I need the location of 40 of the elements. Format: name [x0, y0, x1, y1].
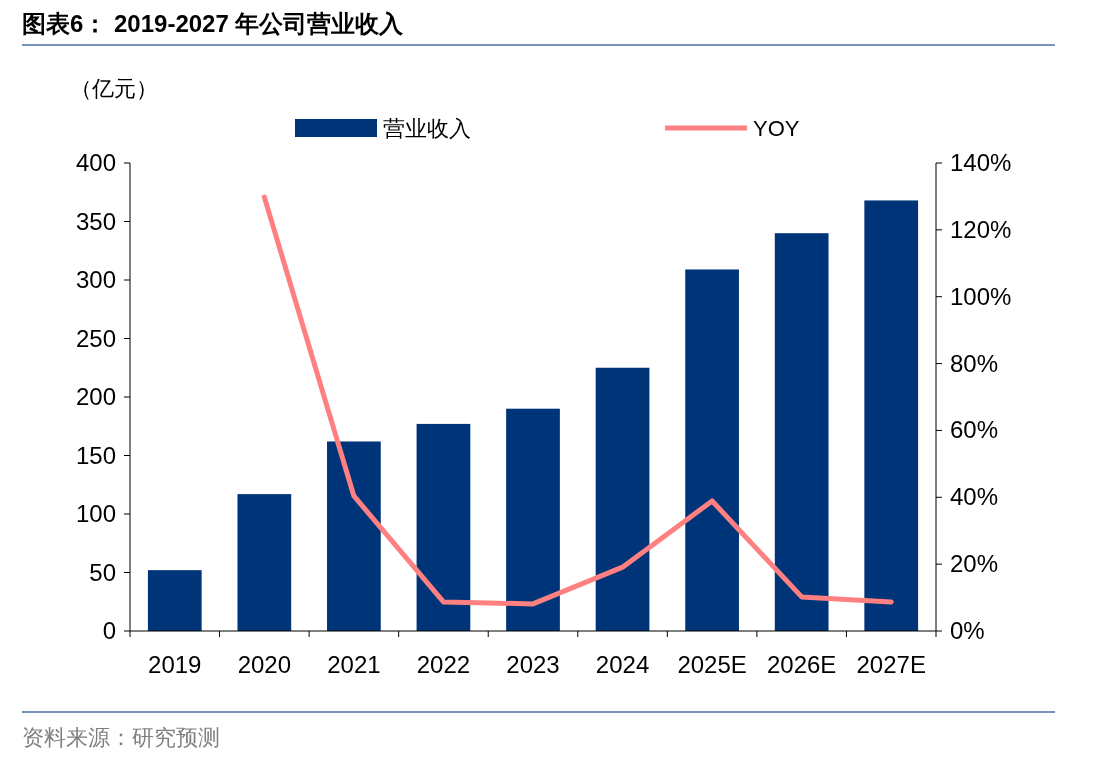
y2-tick-label: 40% [950, 483, 999, 511]
y2-tick-label: 120% [950, 215, 1012, 243]
x-tick-label: 2024 [595, 651, 650, 678]
y-tick-label: 300 [75, 266, 116, 293]
y-axis-title: （亿元） [70, 76, 158, 101]
bar [774, 233, 829, 631]
y2-tick-label: 20% [950, 550, 999, 578]
text: 资料来源：研究预测 [22, 725, 220, 750]
y-tick-label: 250 [75, 324, 116, 352]
y-tick-label: 100 [75, 500, 116, 527]
bar [237, 494, 292, 631]
bar [864, 200, 919, 631]
x-tick-label: 2023 [506, 651, 560, 678]
y2-tick-label: 140% [950, 149, 1012, 176]
bar [685, 269, 739, 631]
y-tick-label: 350 [75, 207, 116, 235]
x-tick-label: 2021 [327, 651, 381, 678]
legend-label: 营业收入 [383, 116, 471, 141]
chart-title: 图表6： 2019-2027 年公司营业收入 [22, 10, 405, 37]
y2-tick-label: 80% [950, 349, 999, 377]
x-tick-label: 2027E [856, 651, 926, 678]
y-tick-label: 200 [75, 383, 116, 410]
y-tick-label: 0 [102, 617, 116, 644]
x-tick-label: 2026E [766, 651, 837, 678]
bar [147, 570, 202, 631]
y2-tick-label: 0% [950, 617, 985, 644]
x-tick-label: 2025E [677, 651, 747, 678]
bar [416, 423, 471, 631]
y-tick-label: 400 [75, 149, 116, 176]
y-tick-label: 50 [89, 558, 116, 586]
y2-tick-label: 60% [950, 416, 999, 444]
y-tick-label: 150 [75, 441, 116, 469]
y2-tick-label: 100% [950, 282, 1012, 310]
legend-label: YOY [753, 116, 800, 141]
x-tick-label: 2019 [148, 651, 202, 678]
x-tick-label: 2022 [416, 651, 471, 678]
x-tick-label: 2020 [237, 651, 292, 678]
bar [595, 367, 650, 631]
bar [506, 408, 560, 631]
bar [327, 441, 381, 631]
